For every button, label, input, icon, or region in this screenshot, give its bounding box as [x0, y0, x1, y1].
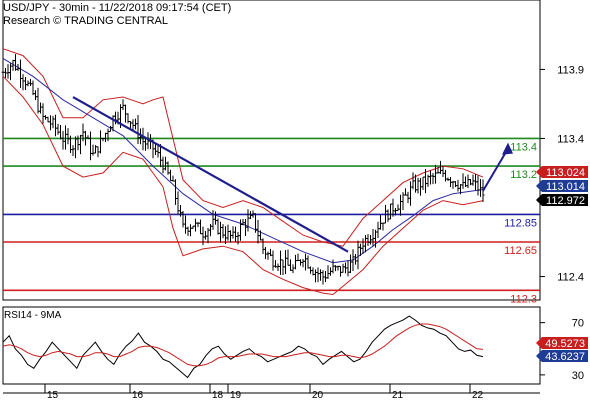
x-tick-label-2: 18 [212, 390, 224, 400]
rsi-pane-frame [2, 306, 541, 385]
x-tick-label-1: 16 [132, 390, 144, 400]
rsi-tag-0 [536, 337, 588, 349]
price-tag-label-1: 113.014 [546, 181, 585, 193]
x-tick-label-3: 19 [230, 390, 242, 400]
moving-average-line [2, 57, 484, 264]
upper-band-line [2, 48, 484, 247]
rsi-y-tick-label-0: 70 [572, 318, 584, 330]
rsi-tag-label-1: 43.6237 [545, 351, 585, 363]
lower-band-line [2, 75, 484, 296]
x-tick-label-6: 22 [472, 390, 484, 400]
rsi-y-tick-label-1: 30 [572, 370, 584, 382]
x-tick-label-4: 20 [312, 390, 324, 400]
forecast-arrow-head [502, 142, 513, 155]
rsi-ma-line [2, 323, 484, 367]
rsi-tag-1 [536, 350, 588, 362]
trendline [72, 96, 349, 253]
x-tick-label-5: 21 [392, 390, 404, 400]
rsi-tag-label-0: 49.5273 [545, 338, 585, 350]
main-y-tick-label-1: 113.4 [557, 133, 584, 145]
price-tag-2 [536, 194, 588, 206]
main-y-tick-label-0: 113.9 [557, 64, 584, 76]
price-tag-1 [536, 180, 588, 192]
rsi-title: RSI14 - 9MA [4, 310, 62, 321]
level-label-1: 113.2 [510, 169, 537, 181]
rsi-line [2, 315, 484, 379]
level-label-0: 113.4 [510, 141, 537, 153]
x-tick-label-0: 15 [47, 390, 59, 400]
level-label-4: 112.3 [510, 293, 537, 305]
level-label-3: 112.65 [504, 245, 537, 257]
level-label-2: 112.85 [504, 217, 537, 229]
price-tag-0 [536, 166, 588, 178]
price-tag-label-0: 113.024 [546, 167, 585, 179]
price-tag-label-2: 112.972 [546, 195, 585, 207]
main-y-tick-label-2: 112.4 [557, 272, 584, 284]
forecast-arrow-line [482, 148, 509, 192]
chart-title: USD/JPY - 30min - 11/22/2018 09:17:54 (C… [3, 2, 232, 14]
chart-source: Research © TRADING CENTRAL [3, 15, 168, 27]
main-pane-frame [2, 0, 541, 301]
